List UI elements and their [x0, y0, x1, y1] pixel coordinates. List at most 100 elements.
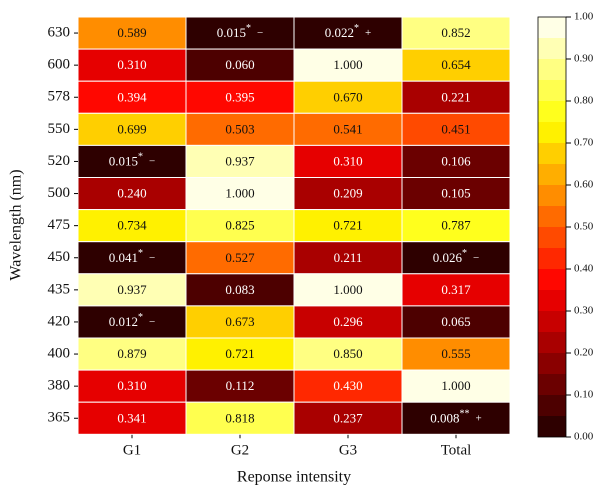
value-label: 0.721 — [225, 346, 254, 361]
x-tick-label: G3 — [339, 443, 357, 459]
cell-label: 0.211 — [334, 250, 363, 265]
value-label: 0.296 — [333, 314, 363, 329]
colorbar-swatch — [538, 416, 566, 437]
value-label: 1.000 — [333, 57, 362, 72]
cell — [293, 80, 403, 114]
value-label: 0.394 — [117, 89, 147, 104]
cell-label: 0.015* − — [109, 152, 155, 169]
cell-label: 0.879 — [117, 346, 146, 361]
cell-label: 0.527 — [225, 250, 255, 265]
significance-sign: − — [149, 315, 155, 327]
colorbar-tick-label: 0.10 — [574, 389, 594, 401]
cell-label: 0.296 — [333, 314, 363, 329]
colorbar-swatch — [538, 80, 566, 101]
y-tick-label: 450 — [48, 249, 71, 265]
value-label: 0.852 — [441, 25, 470, 40]
value-label: 0.670 — [333, 89, 362, 104]
colorbar-swatch — [538, 143, 566, 164]
value-label: 0.105 — [441, 186, 470, 201]
cell-label: 0.341 — [117, 410, 146, 425]
cell-label: 1.000 — [225, 186, 254, 201]
cell-label: 0.015* − — [217, 23, 263, 40]
cell — [293, 112, 403, 146]
cell — [401, 144, 511, 178]
cell-label: 1.000 — [333, 282, 362, 297]
value-label: 0.825 — [225, 218, 254, 233]
cell — [77, 177, 187, 211]
cell — [185, 16, 295, 50]
y-tick-label: 435 — [48, 281, 71, 297]
cell-label: 0.240 — [117, 186, 146, 201]
cell-label: 0.818 — [225, 410, 254, 425]
value-label: 0.060 — [225, 57, 254, 72]
significance-star: * — [462, 248, 467, 259]
value-label: 0.787 — [441, 218, 471, 233]
value-label: 1.000 — [225, 186, 254, 201]
y-tick-label: 400 — [48, 345, 71, 361]
value-label: 0.654 — [441, 57, 471, 72]
cell-label: 0.555 — [441, 346, 470, 361]
cell — [293, 144, 403, 178]
cell-label: 0.541 — [333, 121, 362, 136]
colorbar-tick-label: 0.40 — [574, 263, 594, 275]
colorbar-swatch — [538, 185, 566, 206]
cell-label: 0.105 — [441, 186, 470, 201]
cell — [185, 401, 295, 435]
value-label: 0.527 — [225, 250, 255, 265]
colorbar-swatch — [538, 269, 566, 290]
value-label: 0.937 — [225, 153, 255, 168]
significance-star: * — [138, 312, 143, 323]
colorbar-tick-label: 0.30 — [574, 305, 594, 317]
cell — [185, 337, 295, 371]
cell-label: 0.394 — [117, 89, 147, 104]
cell-label: 0.673 — [225, 314, 254, 329]
significance-star: * — [138, 152, 143, 163]
cell-label: 0.589 — [117, 25, 146, 40]
cell — [77, 337, 187, 371]
value-label: 0.541 — [333, 121, 362, 136]
cell-label: 0.787 — [441, 218, 471, 233]
value-label: 0.310 — [333, 153, 362, 168]
value-label: 0.818 — [225, 410, 254, 425]
colorbar-swatch — [538, 248, 566, 269]
y-tick-label: 365 — [48, 410, 71, 426]
value-label: 0.430 — [333, 378, 362, 393]
colorbar-swatch — [538, 122, 566, 143]
cell — [293, 369, 403, 403]
colorbar-swatch — [538, 332, 566, 353]
cell-label: 0.083 — [225, 282, 254, 297]
cell — [293, 273, 403, 307]
y-tick-label: 550 — [48, 121, 71, 137]
colorbar-tick-label: 0.70 — [574, 137, 594, 149]
value-label: 0.317 — [441, 282, 471, 297]
cell-label: 0.022* + — [325, 23, 371, 40]
cell — [401, 305, 511, 339]
y-tick-label: 420 — [48, 313, 71, 329]
x-axis-title: Reponse intensity — [237, 469, 351, 486]
y-tick-label: 578 — [48, 89, 71, 105]
colorbar-swatch — [538, 290, 566, 311]
value-label: 0.850 — [333, 346, 362, 361]
cell-label: 0.310 — [117, 378, 146, 393]
value-label: 0.240 — [117, 186, 146, 201]
colorbar-swatch — [538, 17, 566, 38]
cell-label: 0.317 — [441, 282, 471, 297]
significance-sign: + — [476, 412, 482, 424]
cell — [401, 241, 511, 275]
cell-label: 1.000 — [441, 378, 470, 393]
cell-label: 0.654 — [441, 57, 471, 72]
cell-label: 0.395 — [225, 89, 254, 104]
y-tick-label: 600 — [48, 57, 71, 73]
value-label: 0.065 — [441, 314, 470, 329]
cell-label: 0.310 — [333, 153, 362, 168]
cell-label: 0.237 — [333, 410, 363, 425]
cell — [293, 401, 403, 435]
colorbar-tick-label: 0.60 — [574, 179, 594, 191]
value-label: 0.022 — [325, 25, 354, 40]
cell-label: 0.699 — [117, 121, 146, 136]
value-label: 0.555 — [441, 346, 470, 361]
cell-label: 1.000 — [333, 57, 362, 72]
value-label: 0.106 — [441, 153, 471, 168]
cell-label: 0.008** + — [430, 409, 481, 426]
